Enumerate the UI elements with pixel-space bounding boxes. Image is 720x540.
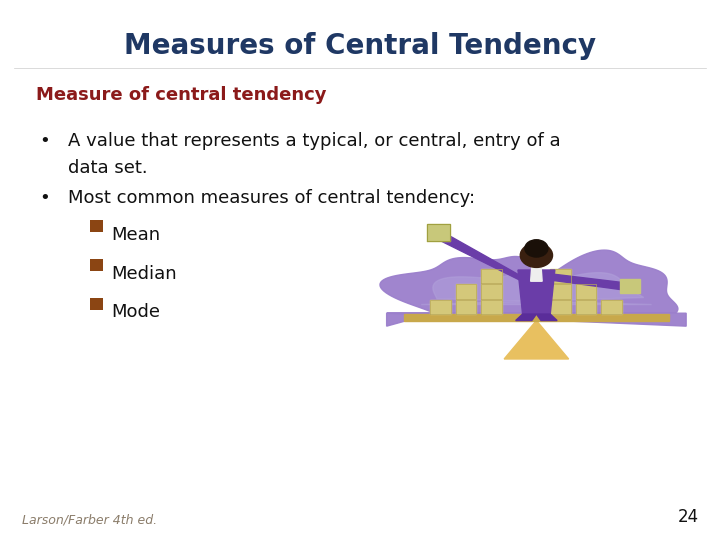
Polygon shape [431,300,451,314]
Text: 24: 24 [678,509,698,526]
Polygon shape [421,273,652,305]
Polygon shape [518,270,555,314]
Text: Mean: Mean [112,226,161,244]
FancyBboxPatch shape [90,220,103,232]
FancyBboxPatch shape [90,298,103,310]
Text: •: • [40,189,50,207]
Polygon shape [552,274,626,290]
Polygon shape [481,300,502,314]
Polygon shape [481,284,502,299]
Polygon shape [601,300,621,314]
Polygon shape [456,284,477,299]
Polygon shape [380,250,686,326]
Text: data set.: data set. [68,159,148,177]
Polygon shape [531,266,542,281]
Text: Measure of central tendency: Measure of central tendency [36,85,326,104]
Polygon shape [427,224,450,241]
Circle shape [521,243,552,267]
Polygon shape [516,314,536,321]
Polygon shape [504,321,569,359]
Text: Larson/Farber 4th ed.: Larson/Farber 4th ed. [22,514,157,526]
Text: Mode: Mode [112,303,161,321]
Circle shape [525,240,548,257]
Polygon shape [550,284,571,299]
Polygon shape [536,314,557,321]
Polygon shape [481,269,502,284]
Text: •: • [40,132,50,150]
FancyBboxPatch shape [90,259,103,271]
Polygon shape [575,284,596,299]
Text: Most common measures of central tendency:: Most common measures of central tendency… [68,189,475,207]
Text: Measures of Central Tendency: Measures of Central Tendency [124,32,596,60]
Polygon shape [621,279,640,293]
Polygon shape [438,233,521,280]
Polygon shape [404,314,669,321]
Polygon shape [456,300,477,314]
Text: Median: Median [112,265,177,282]
Polygon shape [575,300,596,314]
Polygon shape [550,269,571,284]
Text: A value that represents a typical, or central, entry of a: A value that represents a typical, or ce… [68,132,561,150]
Polygon shape [550,300,571,314]
